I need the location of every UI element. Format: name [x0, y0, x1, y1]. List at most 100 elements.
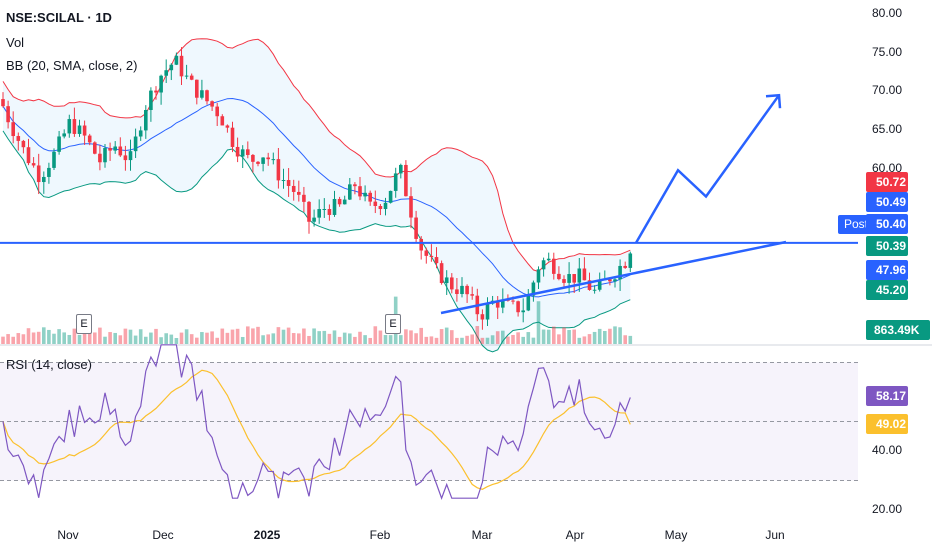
bollinger-legend[interactable]: BB (20, SMA, close, 2) — [6, 58, 138, 73]
volume-bar — [592, 331, 597, 344]
price-tick-label: 70.00 — [872, 83, 903, 98]
volume-bar — [261, 335, 265, 344]
candle-body — [317, 209, 321, 218]
volume-bar — [164, 333, 168, 344]
candle-body — [93, 142, 97, 154]
candle-body — [149, 90, 153, 110]
candle-body — [373, 201, 378, 207]
volume-bar — [404, 329, 408, 344]
volume-bar — [240, 336, 245, 344]
candle-body — [353, 184, 357, 187]
volume-bar — [429, 336, 434, 344]
price-tag[interactable]: 47.96 — [866, 260, 908, 280]
candle-body — [414, 217, 418, 239]
volume-bar — [506, 336, 510, 344]
price-tag[interactable]: 50.39 — [866, 236, 908, 256]
price-tag[interactable]: 50.40 — [866, 214, 908, 234]
earnings-marker[interactable]: E — [385, 314, 401, 334]
volume-bar — [87, 332, 92, 344]
volume-bar — [281, 329, 286, 344]
bollinger-band-fill — [3, 38, 631, 352]
candle-body — [582, 268, 587, 281]
volume-bar — [399, 335, 403, 344]
volume-legend[interactable]: Vol — [6, 35, 25, 50]
volume-bar — [133, 335, 138, 344]
candle-body — [358, 186, 362, 197]
candle-body — [557, 273, 561, 280]
volume-bar — [409, 330, 413, 344]
volume-bar — [628, 335, 633, 344]
candle-body — [450, 277, 454, 290]
rsi-tag[interactable]: 58.17 — [866, 386, 908, 406]
candle-body — [327, 208, 332, 215]
candle-body — [281, 180, 286, 182]
volume-bar — [36, 331, 41, 344]
rsi-tick-label: 20.00 — [872, 502, 903, 516]
volume-bar — [490, 335, 495, 344]
candle-body — [67, 119, 72, 134]
volume-bar — [501, 330, 505, 344]
volume-bar — [57, 329, 61, 344]
candle-body — [230, 127, 235, 147]
candle-body — [138, 130, 143, 137]
volume-bar — [358, 331, 362, 344]
volume-bar — [103, 336, 107, 344]
candle-body — [404, 164, 408, 197]
volume-bar — [603, 331, 607, 344]
candle-body — [205, 90, 209, 102]
volume-bar — [511, 334, 515, 344]
candle-body — [587, 280, 592, 290]
candle-body — [383, 202, 388, 210]
price-tag[interactable]: 50.49 — [866, 192, 908, 212]
candle-body — [409, 196, 413, 218]
candle-body — [465, 285, 469, 295]
candle-body — [444, 277, 449, 284]
volume-tag[interactable]: 863.49K — [866, 320, 930, 340]
volume-bar — [21, 334, 26, 344]
candle-body — [399, 164, 403, 174]
candle-body — [608, 279, 612, 282]
volume-bar — [424, 336, 429, 344]
candle-body — [368, 192, 372, 202]
x-axis-label: Feb — [369, 528, 391, 542]
post-label[interactable]: Post — [838, 215, 875, 234]
volume-bar — [225, 332, 230, 344]
candle-body — [113, 146, 117, 151]
volume-bar — [531, 337, 536, 344]
volume-bar — [613, 326, 617, 344]
earnings-marker[interactable]: E — [76, 314, 92, 334]
candle-body — [179, 55, 184, 77]
candle-body — [501, 299, 505, 308]
candle-body — [348, 184, 352, 200]
volume-bar — [567, 330, 571, 344]
volume-bar — [536, 301, 541, 344]
rsi-tag[interactable]: 49.02 — [866, 414, 908, 434]
volume-bar — [286, 327, 291, 344]
volume-bar — [450, 330, 454, 344]
price-tick-label: 65.00 — [872, 121, 903, 136]
candle-body — [133, 136, 138, 152]
candle-body — [613, 279, 617, 282]
volume-bar — [516, 332, 520, 344]
candle-body — [16, 136, 21, 141]
price-tag[interactable]: 50.72 — [866, 172, 908, 192]
volume-bar — [251, 328, 255, 344]
rsi-line — [2, 344, 631, 500]
candle-body — [342, 199, 347, 205]
volume-bar — [465, 335, 469, 344]
candle-body — [322, 208, 327, 210]
rsi-legend[interactable]: RSI (14, close) — [6, 357, 92, 372]
candle-body — [57, 136, 61, 152]
price-tag[interactable]: 45.20 — [866, 280, 908, 300]
candle-body — [82, 125, 87, 136]
candle-body — [276, 159, 281, 181]
candle-body — [470, 294, 474, 296]
candle-body — [271, 159, 276, 161]
volume-bar — [327, 333, 332, 344]
volume-bar — [434, 337, 439, 344]
volume-bar — [388, 335, 393, 344]
volume-bar — [419, 327, 423, 344]
volume-bar — [205, 332, 209, 344]
symbol-title[interactable]: NSE:SCILAL · 1D — [6, 10, 112, 25]
